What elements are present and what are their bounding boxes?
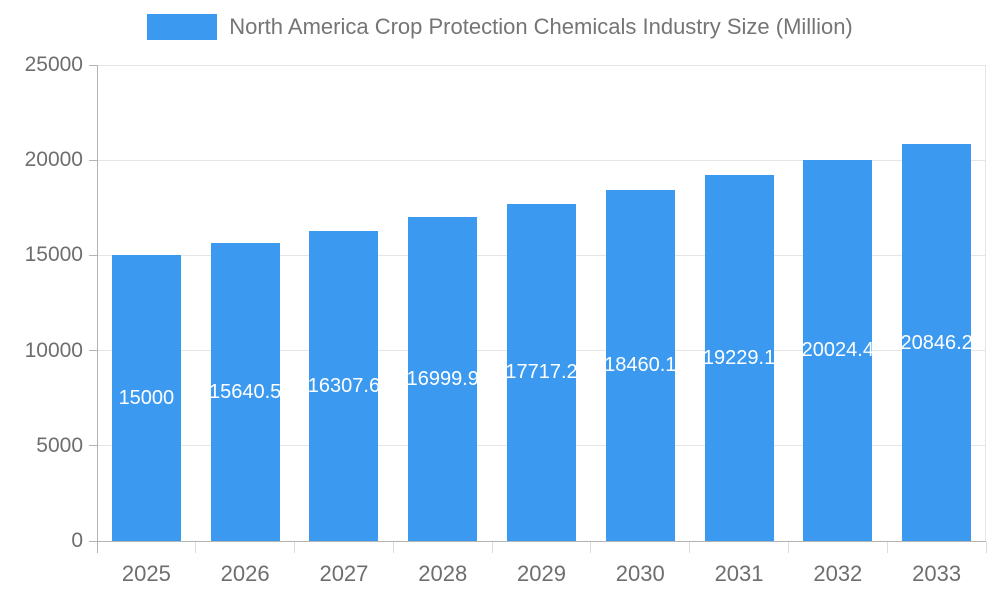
x-axis-tick <box>195 542 197 553</box>
y-gridline <box>97 64 986 66</box>
y-axis-tick-label: 15000 <box>24 243 83 267</box>
x-axis-tick-label: 2026 <box>220 561 270 586</box>
bar-value-label: 16999.9 <box>406 368 479 391</box>
x-axis-tick-label: 2028 <box>418 561 468 586</box>
y-axis-tick-label: 10000 <box>24 338 83 362</box>
x-axis-tick-label: 2031 <box>714 561 764 586</box>
bar-2029[interactable]: 17717.2 <box>505 203 578 541</box>
bar-2030[interactable]: 18460.1 <box>604 189 677 541</box>
y-axis-tick <box>89 159 97 161</box>
y-axis-tick <box>89 445 97 447</box>
bar-value-label: 19229.1 <box>702 346 776 369</box>
x-axis-tick <box>491 542 493 553</box>
bar-value-label: 15640.5 <box>209 381 282 404</box>
y-axis-tick <box>89 540 97 542</box>
x-axis-tick-label: 2025 <box>121 561 171 586</box>
y-axis-tick <box>89 350 97 352</box>
y-axis-line <box>97 65 98 553</box>
bar-2025[interactable]: 15000 <box>111 255 181 541</box>
bar-2032[interactable]: 20024.4 <box>801 159 874 541</box>
legend-swatch-icon <box>147 14 218 40</box>
chart-legend[interactable]: North America Crop Protection Chemicals … <box>0 14 1000 40</box>
x-axis-tick-label: 2029 <box>517 561 566 586</box>
y-axis-tick <box>89 254 97 256</box>
bar-value-label: 16307.6 <box>307 374 381 397</box>
x-axis-tick-label: 2030 <box>615 561 665 586</box>
bar-2028[interactable]: 16999.9 <box>406 217 479 541</box>
bar-value-label: 20846.2 <box>900 331 973 354</box>
y-axis-tick-label: 25000 <box>24 53 83 76</box>
x-axis-tick <box>985 542 987 553</box>
x-axis-tick-label: 2027 <box>319 561 369 586</box>
bar-value-label: 15000 <box>118 387 175 410</box>
bar-value-label: 17717.2 <box>505 361 578 384</box>
x-axis-tick <box>689 542 691 553</box>
x-axis-tick <box>392 542 394 553</box>
y-axis-tick-label: 0 <box>71 529 83 552</box>
bar-value-label: 18460.1 <box>604 354 677 377</box>
x-axis-tick <box>886 542 888 553</box>
bar-2027[interactable]: 16307.6 <box>307 230 381 541</box>
bar-2026[interactable]: 15640.5 <box>209 243 282 541</box>
bar-value-label: 20024.4 <box>801 339 874 362</box>
bar-2031[interactable]: 19229.1 <box>702 174 776 541</box>
legend-label: North America Crop Protection Chemicals … <box>229 14 853 39</box>
y-axis-tick-label: 20000 <box>24 148 83 172</box>
y-axis-tick <box>89 64 97 66</box>
x-axis-tick <box>787 542 789 553</box>
x-axis-baseline <box>97 541 986 542</box>
x-axis-tick <box>294 542 296 553</box>
bar-2033[interactable]: 20846.2 <box>900 144 973 541</box>
y-axis-tick-label: 5000 <box>36 433 83 457</box>
x-axis-tick-label: 2033 <box>912 561 962 586</box>
y-gridline <box>97 159 986 161</box>
plot-area: 15000 15640.5 16307.6 16999.9 17717.2 18460.1… <box>97 64 986 553</box>
plot-right-border <box>985 65 986 541</box>
x-axis-tick-label: 2032 <box>813 561 863 586</box>
x-axis-tick <box>590 542 592 553</box>
